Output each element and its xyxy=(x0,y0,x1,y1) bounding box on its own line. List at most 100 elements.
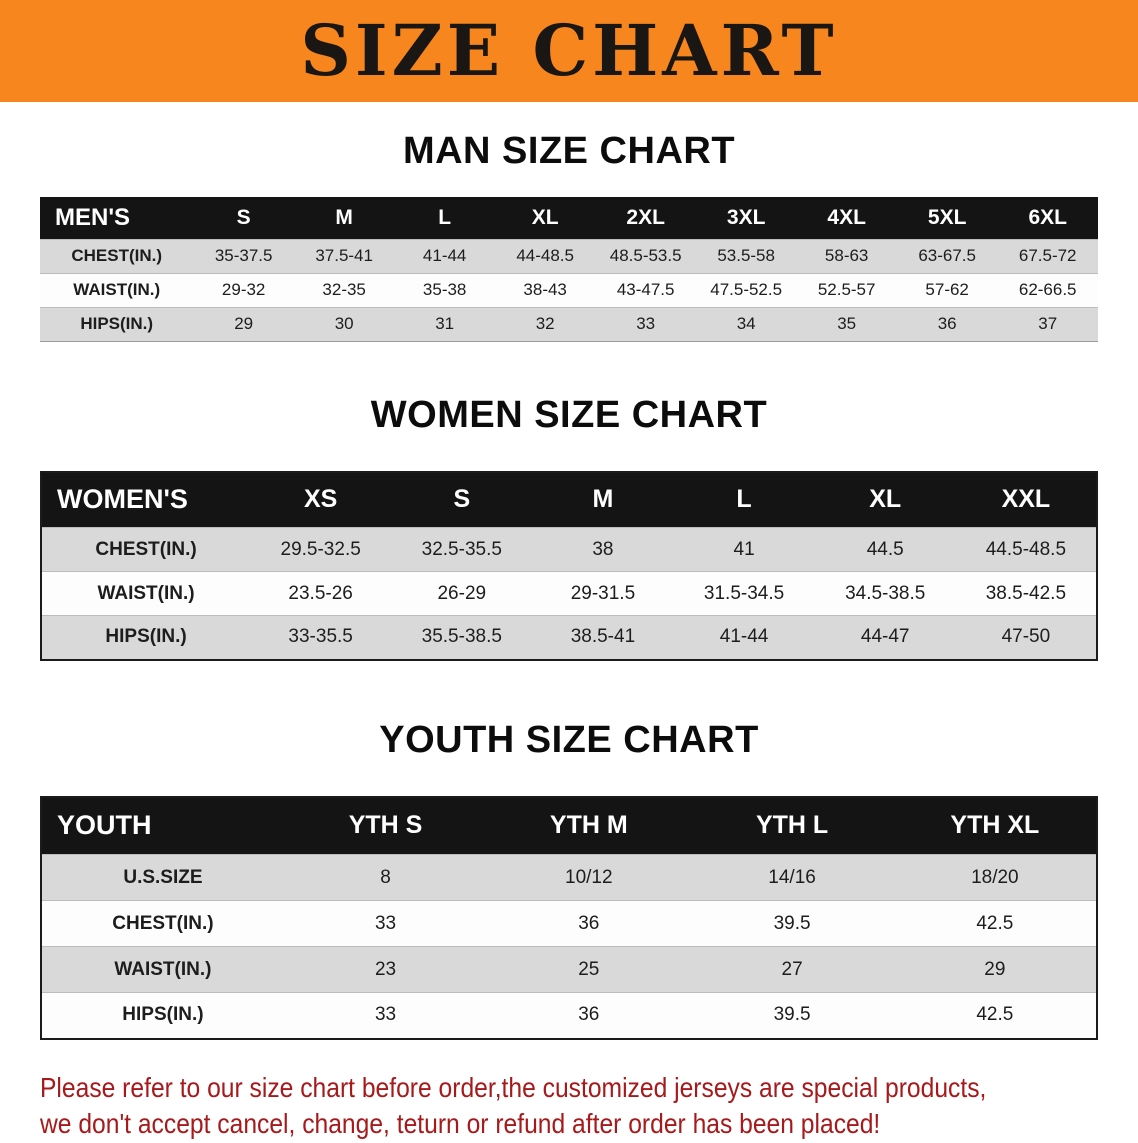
size-column-header: 4XL xyxy=(796,197,897,239)
measurement-value: 37.5-41 xyxy=(294,239,395,273)
measurement-value: 43-47.5 xyxy=(595,273,696,307)
measurement-value: 36 xyxy=(487,993,690,1039)
measurement-value: 29.5-32.5 xyxy=(250,528,391,572)
women-size-chart-heading: WOMEN SIZE CHART xyxy=(0,394,1138,437)
measurement-value: 38 xyxy=(532,528,673,572)
size-column-header: XL xyxy=(815,472,956,528)
measurement-value: 8 xyxy=(284,855,487,901)
measurement-value: 10/12 xyxy=(487,855,690,901)
row-label: CHEST(IN.) xyxy=(41,901,284,947)
table-title-cell: WOMEN'S xyxy=(41,472,250,528)
size-column-header: 3XL xyxy=(696,197,797,239)
size-column-header: L xyxy=(674,472,815,528)
row-label: WAIST(IN.) xyxy=(41,947,284,993)
row-label: WAIST(IN.) xyxy=(41,572,250,616)
size-column-header: XXL xyxy=(956,472,1097,528)
measurement-value: 63-67.5 xyxy=(897,239,998,273)
measurement-value: 35 xyxy=(796,307,897,341)
measurement-value: 18/20 xyxy=(894,855,1097,901)
youth-size-chart-heading: YOUTH SIZE CHART xyxy=(0,719,1138,762)
table-title-cell: MEN'S xyxy=(40,197,193,239)
measurement-value: 29 xyxy=(894,947,1097,993)
measurement-value: 57-62 xyxy=(897,273,998,307)
measurement-value: 42.5 xyxy=(894,993,1097,1039)
measurement-value: 35.5-38.5 xyxy=(391,616,532,660)
measurement-value: 53.5-58 xyxy=(696,239,797,273)
row-label: U.S.SIZE xyxy=(41,855,284,901)
measurement-value: 41-44 xyxy=(674,616,815,660)
measurement-value: 48.5-53.5 xyxy=(595,239,696,273)
measurement-value: 32-35 xyxy=(294,273,395,307)
measurement-value: 33 xyxy=(284,993,487,1039)
measurement-value: 25 xyxy=(487,947,690,993)
size-column-header: L xyxy=(394,197,495,239)
man-size-chart-heading: MAN SIZE CHART xyxy=(0,130,1138,173)
row-label: HIPS(IN.) xyxy=(41,616,250,660)
measurement-value: 47-50 xyxy=(956,616,1097,660)
measurement-value: 47.5-52.5 xyxy=(696,273,797,307)
size-column-header: S xyxy=(193,197,294,239)
size-column-header: M xyxy=(294,197,395,239)
measurement-value: 23.5-26 xyxy=(250,572,391,616)
measurement-value: 35-38 xyxy=(394,273,495,307)
measurement-value: 36 xyxy=(487,901,690,947)
measurement-value: 38.5-42.5 xyxy=(956,572,1097,616)
measurement-value: 36 xyxy=(897,307,998,341)
size-column-header: XL xyxy=(495,197,596,239)
measurement-value: 29 xyxy=(193,307,294,341)
banner: SIZE CHART xyxy=(0,0,1138,102)
size-column-header: 5XL xyxy=(897,197,998,239)
row-label: HIPS(IN.) xyxy=(40,307,193,341)
disclaimer-line-2: we don't accept cancel, change, teturn o… xyxy=(40,1106,1006,1143)
measurement-value: 35-37.5 xyxy=(193,239,294,273)
row-label: HIPS(IN.) xyxy=(41,993,284,1039)
table-title-cell: YOUTH xyxy=(41,797,284,855)
size-column-header: YTH S xyxy=(284,797,487,855)
measurement-value: 14/16 xyxy=(690,855,893,901)
measurement-value: 23 xyxy=(284,947,487,993)
measurement-value: 30 xyxy=(294,307,395,341)
size-column-header: YTH M xyxy=(487,797,690,855)
size-column-header: S xyxy=(391,472,532,528)
size-column-header: YTH L xyxy=(690,797,893,855)
measurement-value: 44-48.5 xyxy=(495,239,596,273)
measurement-value: 32.5-35.5 xyxy=(391,528,532,572)
measurement-value: 33 xyxy=(595,307,696,341)
size-column-header: M xyxy=(532,472,673,528)
measurement-value: 39.5 xyxy=(690,993,893,1039)
measurement-value: 34 xyxy=(696,307,797,341)
size-column-header: YTH XL xyxy=(894,797,1097,855)
measurement-value: 38.5-41 xyxy=(532,616,673,660)
measurement-value: 39.5 xyxy=(690,901,893,947)
measurement-value: 33-35.5 xyxy=(250,616,391,660)
row-label: CHEST(IN.) xyxy=(40,239,193,273)
measurement-value: 29-32 xyxy=(193,273,294,307)
measurement-value: 32 xyxy=(495,307,596,341)
measurement-value: 44.5 xyxy=(815,528,956,572)
measurement-value: 33 xyxy=(284,901,487,947)
size-column-header: 6XL xyxy=(997,197,1098,239)
size-column-header: 2XL xyxy=(595,197,696,239)
row-label: WAIST(IN.) xyxy=(40,273,193,307)
measurement-value: 29-31.5 xyxy=(532,572,673,616)
measurement-value: 31.5-34.5 xyxy=(674,572,815,616)
measurement-value: 41 xyxy=(674,528,815,572)
disclaimer-line-1: Please refer to our size chart before or… xyxy=(40,1070,1006,1107)
measurement-value: 26-29 xyxy=(391,572,532,616)
measurement-value: 58-63 xyxy=(796,239,897,273)
measurement-value: 27 xyxy=(690,947,893,993)
